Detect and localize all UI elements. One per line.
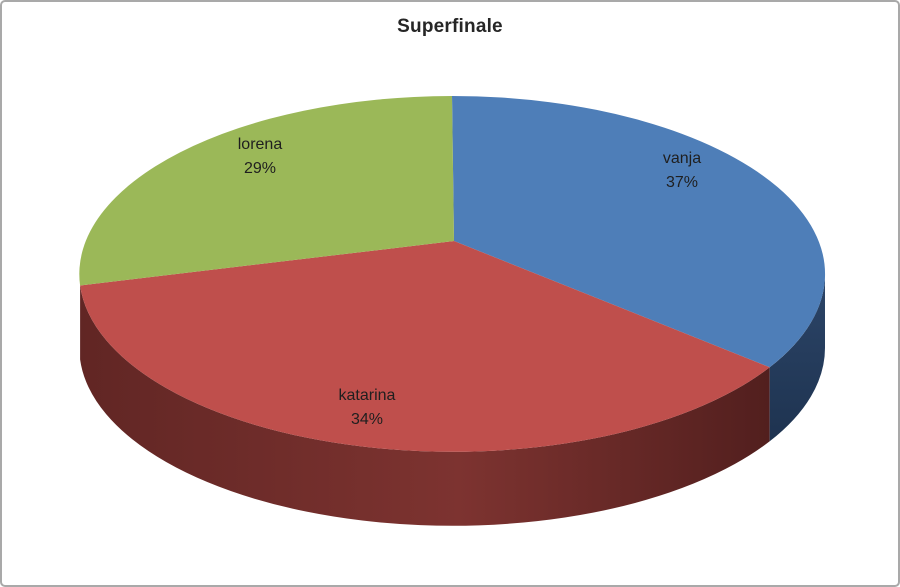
pie-slice-vanja[interactable] <box>452 96 826 368</box>
chart-title: Superfinale <box>397 16 503 37</box>
pie-slice-vanja-side <box>769 274 825 442</box>
pie-slice-katarina-side <box>80 285 770 526</box>
pie-slice-lorena[interactable] <box>79 96 455 286</box>
pie-slice-katarina[interactable] <box>80 241 770 452</box>
